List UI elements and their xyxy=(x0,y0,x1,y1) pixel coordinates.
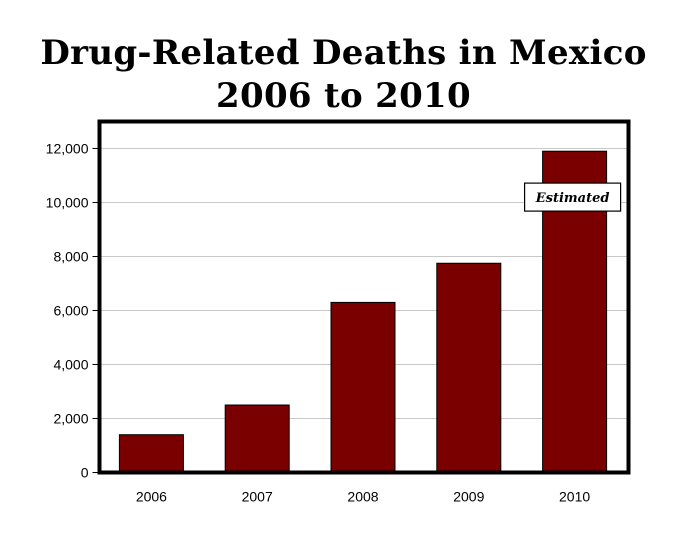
y-tick-label: 12,000 xyxy=(46,141,89,157)
x-axis: 2006 2007 2008 2009 2010 xyxy=(136,489,591,505)
annotation-box xyxy=(523,182,622,212)
x-tick-label: 2006 xyxy=(136,489,167,505)
bar-2006 xyxy=(118,434,184,474)
y-tick-label: 10,000 xyxy=(46,195,89,211)
y-tick-label: 2,000 xyxy=(53,411,88,427)
bar-2009 xyxy=(436,262,502,473)
y-tick-label: 4,000 xyxy=(53,357,88,373)
y-axis: 0 2,000 4,000 6,000 8,000 10,000 12,000 xyxy=(46,141,100,481)
annotations: Estimated xyxy=(523,182,622,212)
y-tick-label: 6,000 xyxy=(53,303,88,319)
annotation-label: Estimated xyxy=(535,191,610,206)
plot-frame xyxy=(97,119,631,475)
x-tick-label: 2007 xyxy=(242,489,273,505)
x-tick-label: 2009 xyxy=(453,489,484,505)
bar-2007 xyxy=(224,404,290,473)
bar-2008 xyxy=(330,301,396,473)
chart-title-line1: Drug-Related Deaths in Mexico xyxy=(40,33,647,73)
chart-title-line2: 2006 to 2010 xyxy=(216,76,471,116)
y-tick-label: 0 xyxy=(81,465,89,481)
x-tick-label: 2010 xyxy=(559,489,590,505)
x-tick-label: 2008 xyxy=(347,489,378,505)
y-tick-label: 8,000 xyxy=(53,249,88,265)
